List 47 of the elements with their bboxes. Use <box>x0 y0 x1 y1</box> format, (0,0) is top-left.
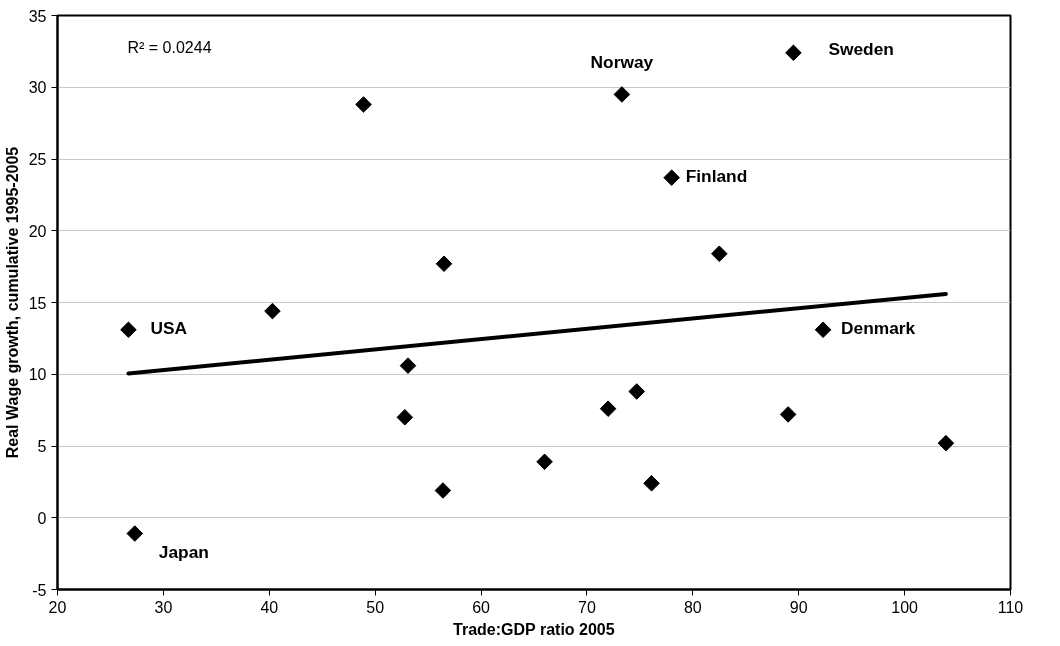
x-tick-label: 60 <box>472 598 491 616</box>
x-tick-label: 50 <box>366 598 385 616</box>
point <box>785 44 802 62</box>
y-tick-label: 20 <box>28 222 47 240</box>
x-tick-label: 80 <box>683 598 702 616</box>
annotation: Japan <box>158 541 209 562</box>
x-axis-title: Trade:GDP ratio 2005 <box>453 620 615 638</box>
y-tick-label: 5 <box>37 438 47 455</box>
y-tick-label: 0 <box>37 509 47 527</box>
point <box>599 400 617 417</box>
x-tick-label: 100 <box>891 598 919 616</box>
x-tick-label: 20 <box>48 598 67 616</box>
point <box>435 255 453 273</box>
y-tick-label: -5 <box>32 581 47 599</box>
point <box>396 409 414 426</box>
x-tick-label: 110 <box>997 598 1024 616</box>
point <box>643 475 660 492</box>
y-tick-label: 35 <box>28 7 47 25</box>
point <box>399 357 417 374</box>
point <box>711 245 728 262</box>
point <box>779 406 797 423</box>
annotation: Sweden <box>828 38 894 59</box>
point <box>814 321 832 339</box>
annotation: USA <box>150 317 188 338</box>
point <box>663 169 680 186</box>
point <box>937 434 955 452</box>
annotation: Finland <box>685 165 748 186</box>
x-tick-label: 40 <box>260 598 279 616</box>
point <box>120 321 137 339</box>
point <box>613 86 631 103</box>
y-tick-label: 10 <box>28 366 47 384</box>
point <box>628 383 645 400</box>
point <box>355 96 372 113</box>
annotation: R² = 0.0244 <box>127 38 212 56</box>
annotation: Denmark <box>841 317 916 338</box>
y-tick-label: 25 <box>28 151 47 168</box>
y-tick-label: 30 <box>28 79 47 97</box>
x-tick-label: 30 <box>154 598 173 616</box>
x-tick-label: 70 <box>578 598 596 616</box>
point <box>536 453 553 471</box>
y-axis-title: Real Wage growth, cumulative 1995-2005 <box>3 146 21 459</box>
annotation: Norway <box>590 52 654 73</box>
point <box>434 482 452 499</box>
point <box>264 302 281 320</box>
point <box>126 525 144 542</box>
y-tick-label: 15 <box>28 294 47 312</box>
x-tick-label: 90 <box>789 598 808 616</box>
